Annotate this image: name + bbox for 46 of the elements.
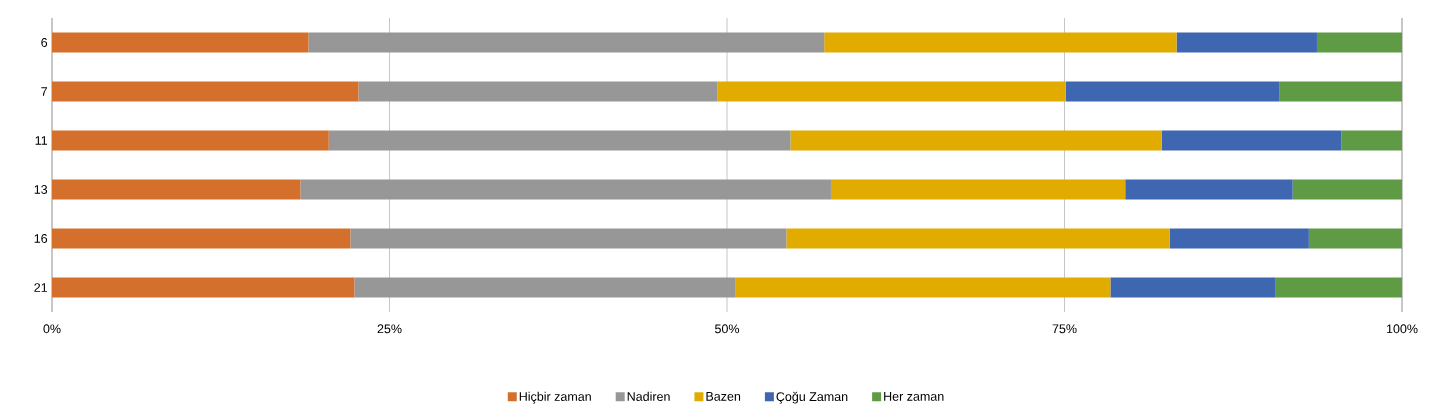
bar <box>824 32 1177 53</box>
y-tick-label: 6 <box>41 38 48 47</box>
bar <box>1161 130 1342 151</box>
bar <box>52 130 329 151</box>
bar <box>1292 179 1403 200</box>
bar <box>52 228 351 249</box>
bar <box>735 277 1111 298</box>
x-tick-label: 75% <box>1052 324 1077 334</box>
bar <box>1341 130 1403 151</box>
bar <box>1110 277 1276 298</box>
bar <box>350 228 787 249</box>
bar <box>1125 179 1293 200</box>
bar <box>1169 228 1309 249</box>
y-tick-label: 13 <box>34 185 48 194</box>
bar <box>52 81 359 102</box>
bar <box>354 277 736 298</box>
x-tick-label: 50% <box>715 324 740 334</box>
x-tick-label: 0% <box>43 324 61 334</box>
bar <box>717 81 1066 102</box>
bar <box>52 179 301 200</box>
bar <box>1279 81 1403 102</box>
bar <box>1065 81 1280 102</box>
bar <box>52 32 309 53</box>
bar <box>308 32 825 53</box>
legend-label: Bazen <box>706 392 741 401</box>
bar <box>1316 32 1403 53</box>
y-tick-label: 21 <box>34 283 48 292</box>
bar <box>52 277 355 298</box>
x-tick-label: 25% <box>377 324 402 334</box>
y-tick-label: 7 <box>41 87 48 96</box>
legend-label: Çoğu Zaman <box>776 391 848 404</box>
bar <box>1176 32 1317 53</box>
bar <box>358 81 718 102</box>
bar <box>1308 228 1403 249</box>
x-tick-label: 100% <box>1386 324 1418 334</box>
bar <box>830 179 1126 200</box>
y-tick-label: 11 <box>35 136 48 145</box>
bar <box>300 179 831 200</box>
bar <box>1275 277 1403 298</box>
legend-label: Nadiren <box>627 391 670 401</box>
legend-label: Hiçbir zaman <box>519 391 591 404</box>
bar <box>790 130 1162 151</box>
bar <box>328 130 791 151</box>
legend-label: Her zaman <box>884 392 944 401</box>
bar <box>786 228 1170 249</box>
y-tick-label: 16 <box>34 234 48 243</box>
